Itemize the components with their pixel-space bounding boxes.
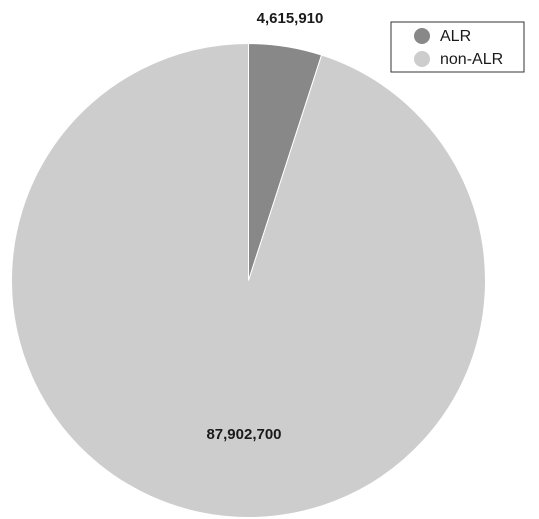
legend-label-alr: ALR (440, 28, 471, 45)
legend-swatch-non-alr (414, 51, 430, 67)
slice-label-non-alr: 87,902,700 (206, 426, 281, 443)
legend-swatch-alr (414, 28, 430, 44)
pie-slice-non-alr (11, 42, 486, 518)
legend-label-non-alr: non-ALR (440, 51, 503, 68)
legend: ALR non-ALR (390, 21, 525, 73)
pie-slices (11, 42, 486, 518)
slice-label-alr: 4,615,910 (257, 10, 324, 27)
legend-box (390, 21, 525, 73)
